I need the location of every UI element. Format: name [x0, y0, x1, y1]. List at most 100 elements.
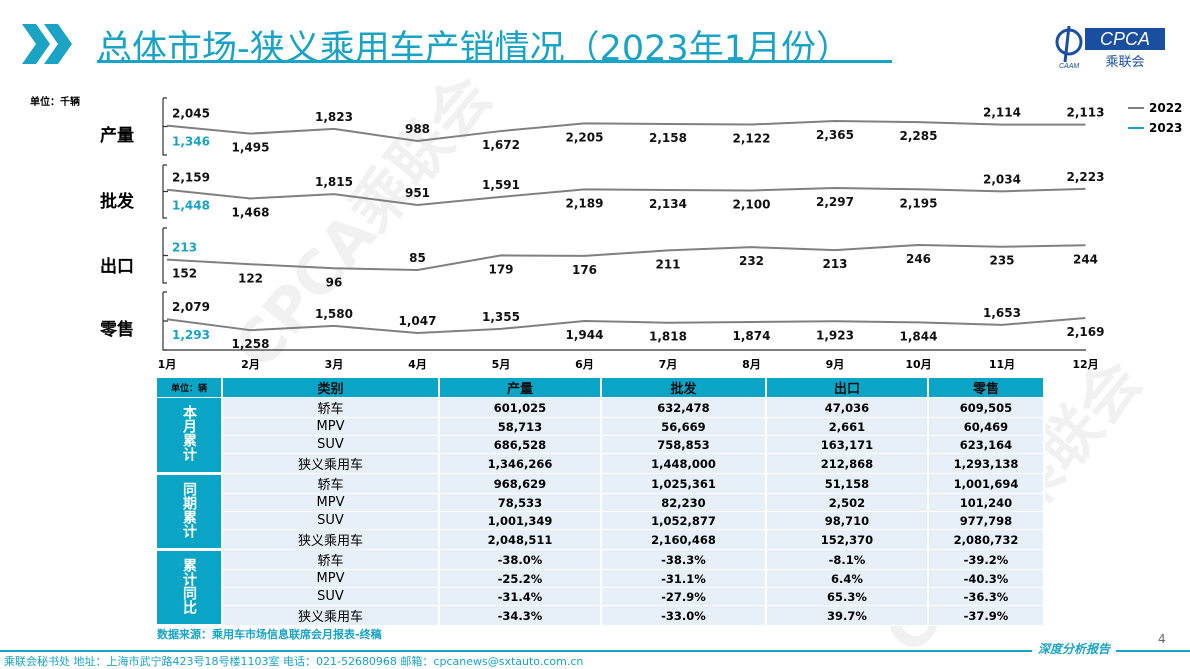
cell-value: -39.2%	[928, 549, 1045, 570]
cell-value: -8.1%	[766, 549, 929, 570]
data-label-2022: 2,100	[733, 197, 771, 211]
data-label-2023: 213	[172, 241, 197, 255]
data-label-2022: 1,844	[900, 329, 938, 343]
data-label-2022: 1,047	[399, 314, 437, 328]
header-wholesale: 批发	[601, 378, 767, 398]
cell-value: -34.3%	[439, 605, 602, 626]
data-label-2022: 2,189	[566, 196, 604, 210]
data-label-2022: 2,034	[983, 172, 1021, 186]
cell-value: 1,025,361	[601, 473, 767, 494]
data-label-2022: 2,297	[816, 195, 854, 209]
data-label-2022: 152	[172, 267, 197, 281]
legend-item-2023: 2023	[1128, 121, 1182, 135]
group-cell: 同期累计	[157, 473, 223, 551]
data-label-2022: 1,495	[232, 141, 270, 155]
x-tick-label: 12月	[1072, 358, 1098, 371]
series-line-2022	[166, 243, 1086, 272]
data-label-2022: 1,672	[482, 138, 520, 152]
panel-label-wholesale: 批发	[100, 192, 134, 212]
x-tick-label: 10月	[905, 358, 931, 371]
data-label-2022: 2,134	[649, 197, 687, 211]
data-source: 数据来源：乘用车市场信息联席会月报表-终稿	[157, 628, 382, 641]
cell-value: -38.0%	[439, 549, 602, 570]
cell-value: 601,025	[439, 397, 602, 418]
series-line-2022	[166, 119, 1086, 143]
footer-tag: 深度分析报告	[1032, 640, 1117, 657]
cell-value: 609,505	[928, 397, 1045, 418]
cell-value: 212,868	[766, 453, 929, 474]
data-label-2022: 213	[822, 257, 847, 271]
legend-swatch-2022	[1128, 107, 1144, 109]
data-label-2022: 2,079	[172, 300, 210, 314]
panel-label-production: 产量	[100, 126, 134, 146]
data-label-2022: 1,944	[566, 328, 604, 342]
table-row: MPV 58,713 56,669 2,661 60,469	[157, 417, 1045, 436]
cell-value: 51,158	[766, 473, 929, 494]
data-label-2023: 1,448	[172, 199, 210, 213]
table-row: 本月累计 轿车 601,025 632,478 47,036 609,505	[157, 397, 1045, 475]
cell-category: MPV	[222, 417, 440, 436]
cell-value: 623,164	[928, 435, 1045, 454]
page-number: 4	[1158, 632, 1166, 646]
data-label-2022: 2,114	[983, 106, 1021, 120]
data-label-2022: 2,122	[733, 132, 771, 146]
data-label-2022: 2,195	[900, 196, 938, 210]
cell-value: 632,478	[601, 397, 767, 418]
cell-value: 101,240	[928, 493, 1045, 512]
cell-value: 2,661	[766, 417, 929, 436]
data-label-2022: 85	[409, 251, 426, 265]
data-label-2022: 1,468	[232, 205, 270, 219]
data-table: 单位：辆 类别 产量 批发 出口 零售 本月累计 轿车 601,025 632,478…	[157, 378, 1045, 627]
cell-value: -38.3%	[601, 549, 767, 570]
data-label-2022: 2,285	[900, 129, 938, 143]
cell-value: 47,036	[766, 397, 929, 418]
cell-value: 1,293,138	[928, 453, 1045, 474]
data-label-2022: 1,580	[315, 307, 353, 321]
svg-text:CAAM: CAAM	[1059, 63, 1079, 70]
panel-bracket	[162, 227, 168, 284]
data-label-2022: 232	[739, 254, 764, 268]
table-row: MPV 78,533 82,230 2,502 101,240	[157, 493, 1045, 512]
data-label-2022: 176	[572, 263, 597, 277]
cell-value: 39.7%	[766, 605, 929, 626]
cell-value: 1,001,694	[928, 473, 1045, 494]
panel-label-export: 出口	[100, 257, 134, 277]
chart-unit-label: 单位：千辆	[30, 97, 80, 108]
data-label-2022: 2,159	[172, 171, 210, 185]
title-underline	[97, 60, 892, 63]
header-export: 出口	[766, 378, 929, 398]
line-chart: 2,045 1,495 1,823 988 1,672 2,205 2,158 2,122 2,…	[158, 97, 1105, 371]
data-label-2022: 2,169	[1067, 325, 1105, 339]
cell-value: -40.3%	[928, 569, 1045, 588]
cell-value: 65.3%	[766, 587, 929, 606]
x-tick-label: 7月	[659, 358, 678, 371]
cell-value: -31.1%	[601, 569, 767, 588]
x-tick-label: 9月	[826, 358, 845, 371]
data-label-2022: 1,355	[482, 310, 520, 324]
cell-value: 977,798	[928, 511, 1045, 530]
table-row: 狭义乘用车 2,048,511 2,160,468 152,370 2,080,732	[157, 529, 1045, 550]
legend-item-2022: 2022	[1128, 101, 1182, 115]
cell-value: 2,502	[766, 493, 929, 512]
data-label-2022: 951	[405, 186, 430, 200]
cell-value: -27.9%	[601, 587, 767, 606]
data-label-2022: 122	[238, 271, 263, 285]
data-label-2022: 1,258	[232, 337, 270, 351]
cell-value: 2,080,732	[928, 529, 1045, 550]
cell-category: SUV	[222, 587, 440, 606]
data-label-2022: 2,113	[1067, 106, 1105, 120]
table-row: 狭义乘用车 1,346,266 1,448,000 212,868 1,293,138	[157, 453, 1045, 474]
cell-category: 狭义乘用车	[222, 453, 440, 474]
data-label-2022: 2,365	[816, 128, 854, 142]
cell-category: 狭义乘用车	[222, 605, 440, 626]
data-label-2022: 2,205	[566, 130, 604, 144]
data-label-2022: 235	[989, 254, 1014, 268]
cell-value: 60,469	[928, 417, 1045, 436]
x-tick-label: 6月	[575, 358, 594, 371]
panel-label-retail: 零售	[100, 320, 134, 340]
cell-value: -25.2%	[439, 569, 602, 588]
cell-value: 58,713	[439, 417, 602, 436]
x-tick-label: 5月	[492, 358, 511, 371]
data-label-2022: 1,591	[482, 178, 520, 192]
cell-category: MPV	[222, 493, 440, 512]
